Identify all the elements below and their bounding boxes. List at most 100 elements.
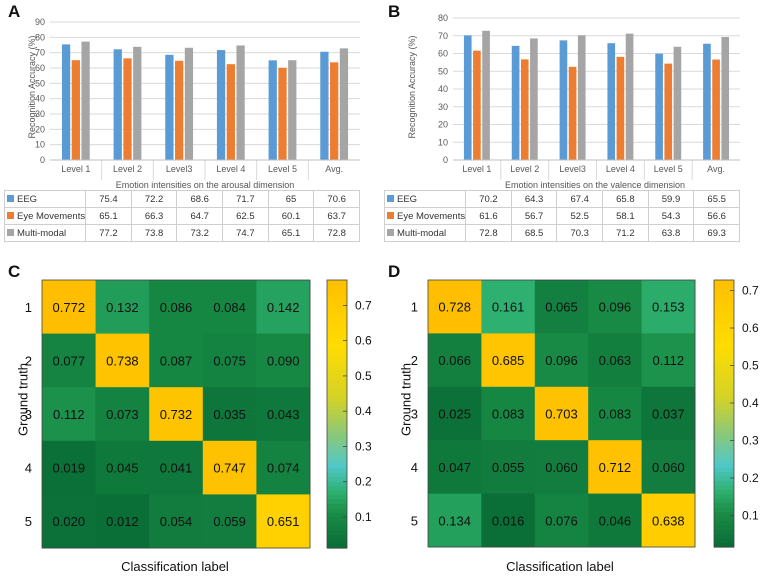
cell-value-label: 0.073 (106, 407, 139, 422)
heatmap-cell (42, 280, 97, 335)
heatmap-cell (428, 280, 482, 334)
y-tick-label: 20 (35, 124, 45, 134)
heatmap-cell (481, 386, 536, 441)
heatmap-cell (256, 494, 311, 549)
table-cell: 56.7 (510, 207, 558, 225)
colorbar-segment (714, 502, 734, 508)
colorbar-segment (714, 515, 734, 521)
colorbar-segment (327, 530, 347, 536)
colorbar-segment (714, 520, 734, 526)
heatmap-cell (149, 387, 204, 442)
bar-eeg (216, 50, 226, 161)
panel-label-d: D (388, 262, 401, 281)
bar-eeg (61, 44, 71, 160)
y-tick-label: 20 (438, 120, 448, 130)
colorbar-segment (714, 529, 734, 535)
colorbar-segment (327, 467, 347, 473)
colorbar-tick-label: 0.6 (742, 321, 759, 335)
bar-eye-movements (330, 62, 339, 160)
legend-label: Multi-modal (397, 227, 447, 239)
bar-eeg (165, 54, 174, 160)
table-cell: 65 (267, 190, 315, 208)
table-cell: 56.6 (693, 207, 740, 225)
y-tick-label: 60 (35, 63, 45, 73)
y-tick-label: 4 (411, 460, 418, 475)
colorbar-segment (714, 391, 734, 397)
y-tick-label: 10 (438, 137, 448, 147)
colorbar-segment (327, 427, 347, 433)
bar-multi-modal (133, 46, 142, 161)
colorbar-segment (327, 445, 347, 451)
colorbar-segment (714, 417, 734, 423)
heatmap-cell (149, 440, 204, 495)
legend-entry: EEG (3, 190, 87, 208)
colorbar-segment (327, 494, 347, 500)
y-axis-title-d: Ground truth (398, 363, 414, 436)
heatmap-cell (481, 440, 536, 495)
table-cell: 66.3 (130, 207, 178, 225)
cell-value-label: 0.112 (53, 407, 85, 422)
cell-value-label: 0.016 (492, 513, 525, 528)
colorbar-segment (714, 306, 734, 312)
legend-entry: Multi-modal (383, 224, 467, 242)
colorbar-segment (327, 525, 347, 531)
cell-value-label: 0.020 (53, 514, 86, 529)
heatmap-cell (481, 280, 536, 334)
table-cell: 59.9 (647, 190, 695, 208)
colorbar-segment (327, 396, 347, 402)
cell-value-label: 0.025 (438, 407, 471, 422)
colorbar-segment (714, 466, 734, 472)
cell-value-label: 0.747 (213, 461, 246, 476)
x-axis-title-b: Emotion intensities on the valence dimen… (504, 180, 686, 190)
colorbar-segment (714, 511, 734, 517)
colorbar-segment (714, 355, 734, 361)
cell-value-label: 0.090 (267, 353, 300, 368)
colorbar-segment (714, 426, 734, 432)
colorbar-segment (714, 475, 734, 481)
legend-label: EEG (17, 193, 38, 205)
heatmap-cell (641, 386, 696, 441)
x-tick-label: Level 1 (61, 164, 90, 174)
colorbar-segment (714, 453, 734, 459)
cell-value-label: 0.132 (106, 300, 139, 315)
colorbar-segment (327, 280, 347, 286)
cell-value-label: 0.086 (160, 300, 193, 315)
table-cell: 70.3 (556, 224, 604, 242)
colorbar-segment (714, 524, 734, 530)
cell-value-label: 0.055 (492, 460, 525, 475)
colorbar-segment (714, 413, 734, 419)
bar-multi-modal (673, 46, 682, 160)
colorbar-tick-label: 0.7 (355, 298, 372, 312)
colorbar-segment (327, 498, 347, 504)
legend-swatch (7, 194, 14, 202)
y-tick-label: 0 (443, 155, 448, 165)
legend-label: Multi-modal (17, 227, 67, 239)
bar-eye-movements (473, 50, 481, 160)
colorbar-segment (327, 333, 347, 339)
panel-label-b: B (388, 2, 401, 21)
legend-swatch (7, 211, 14, 219)
table-cell: 54.3 (647, 207, 695, 225)
bar-multi-modal (482, 30, 490, 161)
x-tick-label: Level3 (166, 164, 193, 174)
bar-eeg (703, 43, 711, 160)
legend-swatch (387, 228, 394, 236)
x-tick-label: Level3 (559, 164, 586, 174)
heatmap-cell (202, 494, 257, 549)
colorbar-segment (327, 297, 347, 303)
colorbar-segment (714, 333, 734, 339)
colorbar-segment (714, 506, 734, 512)
cell-value-label: 0.047 (438, 460, 471, 475)
colorbar-tick-label: 0.4 (742, 396, 759, 410)
bar-multi-modal (625, 33, 634, 161)
colorbar-segment (327, 315, 347, 321)
y-tick-label: 40 (35, 94, 45, 104)
table-cell: 71.2 (602, 224, 649, 242)
heatmap-cell (202, 387, 257, 442)
cell-value-label: 0.738 (106, 353, 139, 368)
colorbar-segment (327, 476, 347, 482)
cell-value-label: 0.134 (438, 513, 471, 528)
table-cell: 63.8 (647, 224, 695, 242)
colorbar-segment (327, 534, 347, 540)
